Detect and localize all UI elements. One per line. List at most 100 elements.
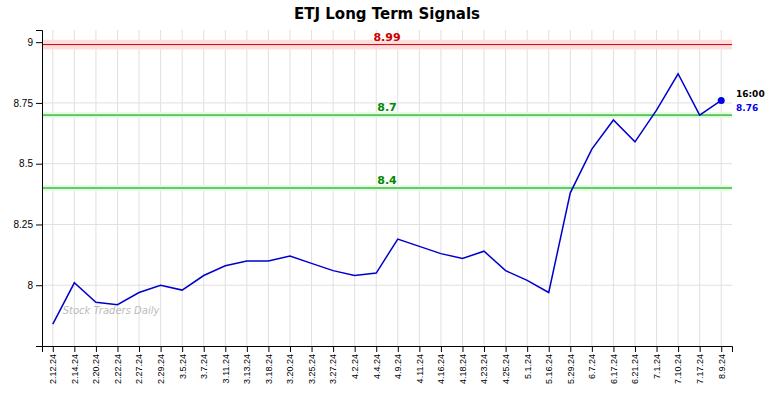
- x-tick-mark: [376, 346, 377, 352]
- y-tick-label: 8.75: [14, 98, 34, 109]
- x-tick-mark: [225, 346, 226, 352]
- x-tick-label: 3.13.24: [242, 354, 252, 384]
- x-tick-label: 4.18.24: [458, 354, 468, 384]
- signal-label: 8.7: [377, 101, 397, 114]
- x-tick-mark: [484, 346, 485, 352]
- x-tick-label: 4.4.24: [372, 354, 382, 379]
- x-tick-label: 4.23.24: [479, 354, 489, 384]
- x-tick: 4.11.24: [415, 346, 425, 383]
- y-tick-label: 8: [27, 280, 33, 291]
- x-tick-label: 2.12.24: [48, 354, 58, 384]
- x-tick: 3.18.24: [264, 346, 274, 384]
- y-tick-label: 9: [27, 37, 33, 48]
- x-tick-mark: [53, 346, 54, 352]
- x-tick: 6.21.24: [630, 346, 640, 384]
- y-tick-label: 8.25: [14, 219, 34, 230]
- x-tick-label: 4.11.24: [415, 354, 425, 383]
- x-tick: 3.7.24: [199, 346, 209, 379]
- last-point: [718, 97, 725, 104]
- x-tick-label: 5.1.24: [523, 354, 533, 379]
- x-tick: 3.27.24: [328, 346, 338, 384]
- y-tick: 8: [27, 280, 42, 291]
- x-tick-label: 7.10.24: [673, 354, 683, 384]
- plot: 2.12.24 2.14.24 2.20.24 2.22.24 2.27.24 2.29.…: [14, 30, 765, 384]
- x-tick-label: 3.18.24: [264, 354, 274, 384]
- x-tick: 3.11.24: [221, 346, 231, 383]
- x-tick-mark: [182, 346, 183, 352]
- x-tick-label: 2.29.24: [156, 354, 166, 384]
- x-tick: 7.17.24: [695, 346, 705, 384]
- x-tick-label: 3.27.24: [328, 354, 338, 384]
- x-tick-mark: [161, 346, 162, 352]
- x-tick-label: 4.9.24: [393, 354, 403, 379]
- x-tick-mark: [506, 346, 507, 352]
- x-tick-label: 3.11.24: [221, 354, 231, 383]
- x-tick-label: 3.7.24: [199, 354, 209, 379]
- chart: 2.12.24 2.14.24 2.20.24 2.22.24 2.27.24 2.29.…: [0, 0, 784, 398]
- grid-line: [42, 285, 732, 286]
- x-tick-mark: [527, 346, 528, 352]
- x-tick: 3.20.24: [285, 346, 295, 384]
- x-tick-mark: [441, 346, 442, 352]
- x-tick-mark: [290, 346, 291, 352]
- x-tick: 7.10.24: [673, 346, 683, 384]
- y-tick: 9: [27, 37, 42, 48]
- x-tick-mark: [700, 346, 701, 352]
- x-tick-mark: [657, 346, 658, 352]
- x-axis: 2.12.24 2.14.24 2.20.24 2.22.24 2.27.24 2.29.…: [43, 346, 733, 384]
- x-tick-label: 2.27.24: [134, 354, 144, 384]
- y-tick: 8.75: [14, 98, 42, 109]
- x-tick-mark: [204, 346, 205, 352]
- x-tick-mark: [549, 346, 550, 352]
- x-tick: 4.16.24: [436, 346, 446, 384]
- x-tick-mark: [398, 346, 399, 352]
- x-tick: 5.16.24: [544, 346, 554, 384]
- x-tick-label: 4.16.24: [436, 354, 446, 384]
- x-tick: 6.17.24: [609, 346, 619, 384]
- x-tick-mark: [678, 346, 679, 352]
- x-tick-label: 6.7.24: [587, 354, 597, 379]
- x-tick: 2.27.24: [134, 346, 144, 384]
- y-tick: 8.25: [14, 219, 42, 230]
- grid-line: [42, 163, 732, 164]
- x-tick-label: 3.20.24: [285, 354, 295, 384]
- x-tick: 4.4.24: [372, 346, 382, 379]
- x-axis-line: [43, 347, 733, 353]
- y-axis-line: [36, 31, 43, 347]
- y-tick-mark: [36, 164, 42, 165]
- x-tick-mark: [247, 346, 248, 352]
- x-tick: 8.9.24: [717, 346, 727, 379]
- price-line: [53, 74, 721, 324]
- x-tick: 4.18.24: [458, 346, 468, 384]
- marks: [42, 40, 732, 324]
- x-tick: 4.25.24: [501, 346, 511, 384]
- x-tick: 4.23.24: [479, 346, 489, 384]
- x-tick-label: 4.2.24: [350, 354, 360, 379]
- x-tick-label: 6.17.24: [609, 354, 619, 384]
- annotations: 8.998.78.416:008.76Stock Traders Daily: [63, 31, 765, 317]
- watermark: Stock Traders Daily: [63, 305, 161, 316]
- x-tick: 4.2.24: [350, 346, 360, 379]
- x-tick-mark: [139, 346, 140, 352]
- last-label: 16:00: [736, 89, 765, 99]
- last-value: 8.76: [736, 103, 758, 113]
- title: ETJ Long Term Signals: [294, 5, 480, 23]
- x-tick-mark: [462, 346, 463, 352]
- x-tick-label: 2.22.24: [113, 354, 123, 384]
- x-tick: 3.25.24: [307, 346, 317, 384]
- x-tick: 2.29.24: [156, 346, 166, 384]
- x-tick-label: 2.20.24: [91, 354, 101, 384]
- signal-line: [42, 115, 732, 116]
- x-tick: 4.9.24: [393, 346, 403, 379]
- x-tick-label: 2.14.24: [70, 354, 80, 384]
- signal-label: 8.4: [377, 174, 397, 187]
- y-tick-mark: [36, 285, 42, 286]
- x-tick-mark: [117, 346, 118, 352]
- x-tick-label: 4.25.24: [501, 354, 511, 384]
- y-tick: 8.5: [19, 158, 42, 169]
- x-tick-mark: [268, 346, 269, 352]
- x-tick-label: 7.17.24: [695, 354, 705, 384]
- y-axis: 8 8.25 8.5 8.75 9: [14, 31, 43, 347]
- x-tick-mark: [419, 346, 420, 352]
- x-tick-mark: [96, 346, 97, 352]
